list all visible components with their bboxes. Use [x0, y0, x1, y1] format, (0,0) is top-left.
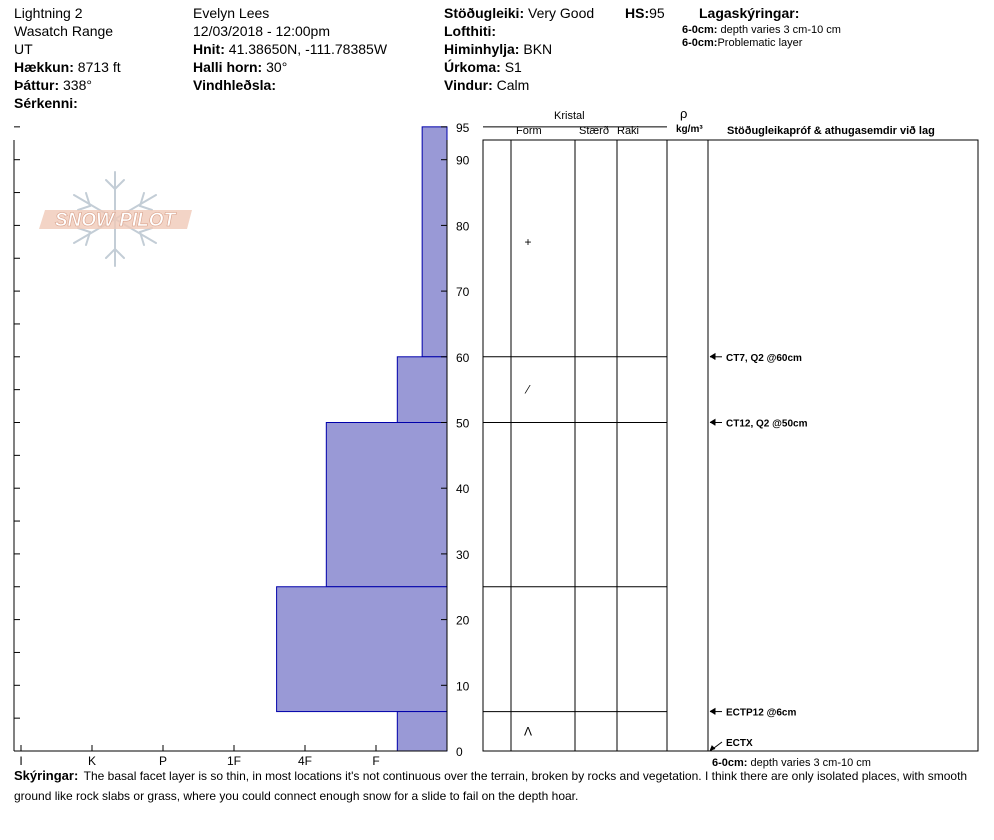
- rho-header: ρ: [680, 106, 688, 121]
- bottom-layer-note: 6-0cm: depth varies 3 cm-10 cm: [712, 757, 871, 769]
- hardness-tick-label: P: [159, 754, 167, 768]
- hardness-bar-0: [421, 126, 448, 358]
- crystal-header: Kristal: [554, 110, 585, 122]
- depth-tick-label: 60: [456, 351, 470, 365]
- depth-tick-label: 70: [456, 285, 470, 299]
- observer: Evelyn Lees: [193, 5, 270, 21]
- size-header: Stærð: [579, 125, 609, 137]
- hardness-tick-label: 4F: [298, 754, 312, 768]
- test-label-2: ECTP12 @6cm: [726, 708, 796, 719]
- hardness-tick-label: I: [19, 754, 22, 768]
- state-name: UT: [14, 41, 33, 57]
- test-label-3: ECTX: [726, 738, 753, 749]
- layer-notes-label: Lagaskýringar:: [699, 5, 800, 21]
- test-arrow-head: [709, 745, 716, 752]
- depth-tick-label: 0: [456, 745, 463, 759]
- test-label-0: CT7, Q2 @60cm: [726, 353, 802, 364]
- crystal-form-symbol-1: ⁄: [524, 383, 531, 397]
- slope-angle: Halli horn: 30°: [193, 59, 288, 75]
- test-marker-2: [709, 707, 722, 715]
- test-marker-3: [709, 741, 723, 752]
- sky-cover: Himinhylja: BKN: [444, 41, 553, 57]
- test-arrow-head: [709, 418, 716, 426]
- hardness-bar-4: [396, 711, 448, 752]
- depth-tick-label: 95: [456, 121, 470, 135]
- depth-tick-label: 10: [456, 679, 470, 693]
- density-unit-header: kg/m³: [676, 124, 703, 135]
- hardness-tick-label: K: [88, 754, 96, 768]
- form-header: Form: [516, 125, 542, 137]
- range-name: Wasatch Range: [14, 23, 114, 39]
- tests-header: Stöðugleikapróf & athugasemdir við lag: [727, 125, 935, 137]
- depth-tick-label: 40: [456, 482, 470, 496]
- aspect: Þáttur: 338°: [14, 77, 92, 93]
- depth-tick-label: 20: [456, 614, 470, 628]
- depth-tick-label: 80: [456, 219, 470, 233]
- air-temp-label: Lofthiti:: [444, 23, 497, 39]
- hardness-bar-3: [276, 586, 448, 713]
- test-marker-1: [709, 418, 722, 426]
- crystal-form-symbol-0: +: [524, 235, 531, 249]
- wind-loading-label: Vindhleðsla:: [193, 77, 276, 93]
- test-label-1: CT12, Q2 @50cm: [726, 419, 808, 430]
- moisture-header: Raki: [617, 125, 640, 137]
- location-name: Lightning 2: [14, 5, 83, 21]
- datetime: 12/03/2018 - 12:00pm: [193, 23, 330, 39]
- elevation: Hækkun: 8713 ft: [14, 59, 121, 75]
- hardness-tick-label: F: [372, 754, 379, 768]
- hardness-tick-label: 1F: [227, 754, 241, 768]
- comments-text: The basal facet layer is so thin, in mos…: [14, 769, 968, 803]
- layer-note-1: 6-0cm: depth varies 3 cm-10 cm: [682, 24, 841, 36]
- test-marker-0: [709, 352, 722, 360]
- test-arrow-head: [709, 352, 716, 360]
- depth-tick-label: 90: [456, 154, 470, 168]
- hardness-bar-1: [396, 356, 448, 423]
- crystal-form-symbol-2: Ʌ: [524, 724, 532, 738]
- precipitation: Úrkoma: S1: [444, 59, 522, 75]
- hs: HS:95: [625, 5, 665, 21]
- comments-label: Skýringar:: [14, 768, 79, 783]
- hardness-bar-2: [325, 422, 448, 588]
- test-arrow-head: [709, 707, 716, 715]
- coordinates: Hnit: 41.38650N, -111.78385W: [193, 41, 388, 57]
- depth-tick-label: 30: [456, 548, 470, 562]
- wind: Vindur: Calm: [444, 77, 530, 93]
- comments: Skýringar: The basal facet layer is so t…: [14, 766, 990, 806]
- layer-note-2: 6-0cm:Problematic layer: [682, 37, 803, 49]
- depth-tick-label: 50: [456, 417, 470, 431]
- features-label: Sérkenni:: [14, 95, 78, 111]
- layer-table-frame: [482, 139, 979, 752]
- stability: Stöðugleiki: Very Good: [444, 5, 595, 21]
